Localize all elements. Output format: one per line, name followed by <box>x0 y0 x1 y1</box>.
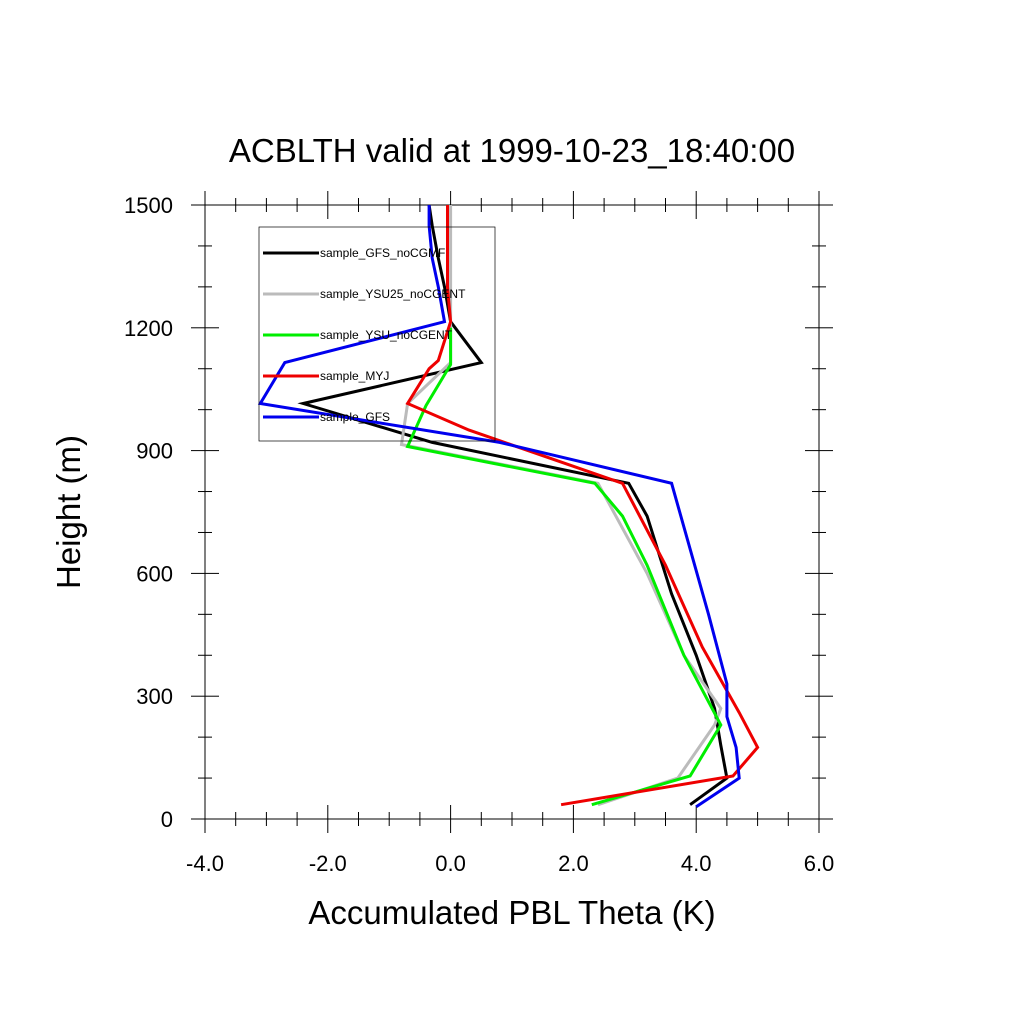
chart-title: ACBLTH valid at 1999-10-23_18:40:00 <box>229 132 795 169</box>
x-tick-label: 0.0 <box>435 851 466 876</box>
legend-box <box>258 226 496 442</box>
x-tick-label: 2.0 <box>558 851 589 876</box>
y-axis-label: Height (m) <box>50 435 87 589</box>
legend-label: sample_YSU25_noCGENT <box>320 287 466 301</box>
x-tick-label: -2.0 <box>309 851 347 876</box>
series-line-sample_GFS_noCGMF <box>297 204 729 806</box>
legend: sample_GFS_noCGMF sample_YSU25_noCGENTsam… <box>258 226 496 442</box>
x-tick-label: 4.0 <box>681 851 712 876</box>
y-tick-label: 300 <box>136 684 173 709</box>
legend-label: sample_MYJ <box>320 369 389 383</box>
legend-label: sample_GFS_noCGMF <box>320 246 445 260</box>
series-line-sample_GFS <box>257 205 741 808</box>
series-lines <box>257 204 760 808</box>
y-tick-label: 1200 <box>124 316 173 341</box>
plot-frame <box>204 204 820 820</box>
y-tick-label: 600 <box>136 561 173 586</box>
x-axis-label: Accumulated PBL Theta (K) <box>308 894 715 931</box>
y-tick-label: 0 <box>161 807 173 832</box>
legend-label: sample_GFS <box>320 410 390 424</box>
series-line-sample_YSU_noCGENT <box>405 327 723 807</box>
series-line-sample_MYJ <box>405 205 760 807</box>
y-tick-label: 900 <box>136 439 173 464</box>
y-tick-label: 1500 <box>124 193 173 218</box>
x-tick-label: 6.0 <box>804 851 835 876</box>
legend-label: sample_YSU_noCGENT <box>320 328 453 342</box>
axis-ticks: -4.0 -2.0 0.0 2.0 4.0 6.0 0 300 600 900 1200 1500 <box>124 191 834 876</box>
x-tick-label: -4.0 <box>186 851 224 876</box>
